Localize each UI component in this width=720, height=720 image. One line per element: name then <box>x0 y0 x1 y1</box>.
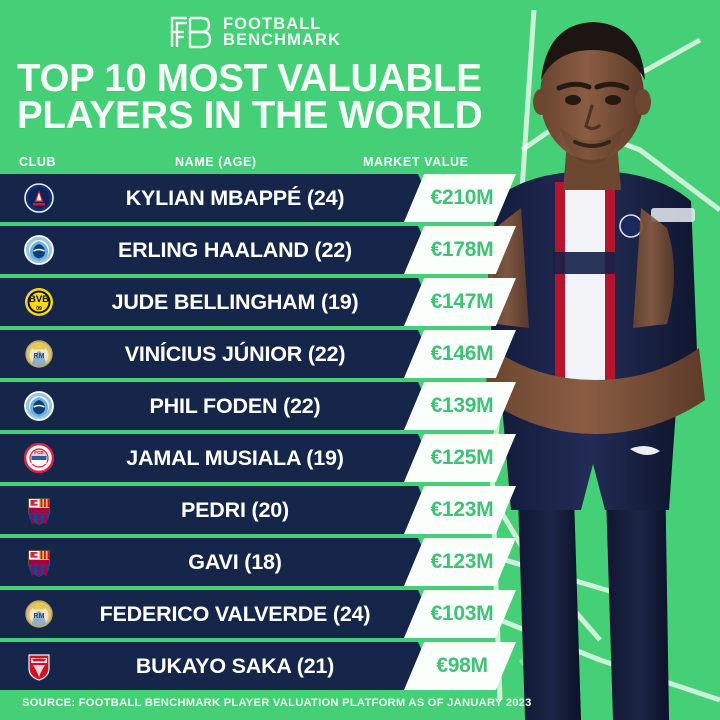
row-background <box>0 330 418 378</box>
market-value-panel: €210M <box>404 174 516 222</box>
market-value-panel: €125M <box>404 434 516 482</box>
row-background <box>0 486 418 534</box>
column-header-value: MARKET VALUE <box>363 155 469 169</box>
table-row[interactable]: FEDERICO VALVERDE (24) €103M <box>0 590 516 638</box>
table-row[interactable]: ERLING HAALAND (22) €178M <box>0 226 516 274</box>
brand-logo: FOOTBALL BENCHMARK <box>168 14 341 50</box>
market-value-panel: €123M <box>404 486 516 534</box>
player-name: GAVI (18) <box>188 549 282 574</box>
column-header-name: NAME (AGE) <box>175 155 257 169</box>
market-value: €123M <box>430 498 494 521</box>
market-value: €210M <box>430 186 494 209</box>
table-row[interactable]: PHIL FODEN (22) €139M <box>0 382 516 430</box>
fb-monogram-icon <box>170 16 212 49</box>
row-background <box>0 538 418 586</box>
table-row[interactable]: BUKAYO SAKA (21) €98M <box>0 642 516 690</box>
market-value-panel: €178M <box>404 226 516 274</box>
row-background <box>0 642 418 690</box>
man-city-crest-icon <box>24 391 54 421</box>
brand-line-2: BENCHMARK <box>223 31 342 49</box>
player-name: FEDERICO VALVERDE (24) <box>99 601 371 626</box>
row-background <box>0 174 418 222</box>
market-value-panel: €147M <box>404 278 516 326</box>
table-row[interactable]: VINÍCIUS JÚNIOR (22) €146M <box>0 330 516 378</box>
market-value: €178M <box>430 238 494 261</box>
real-madrid-crest-icon <box>24 339 54 369</box>
table-row[interactable]: GAVI (18) €123M <box>0 538 516 586</box>
table-row[interactable]: JUDE BELLINGHAM (19) €147M <box>0 278 516 326</box>
psg-crest-icon <box>24 183 54 213</box>
real-madrid-crest-icon <box>24 599 54 629</box>
player-name: BUKAYO SAKA (21) <box>135 653 335 678</box>
brand-line-1: FOOTBALL <box>223 14 322 33</box>
player-name: PHIL FODEN (22) <box>149 393 321 418</box>
player-name: KYLIAN MBAPPÉ (24) <box>125 185 345 210</box>
market-value: €103M <box>430 602 494 625</box>
player-ranking-table: KYLIAN MBAPPÉ (24) €210M ERLING HAALAND (2… <box>0 174 516 694</box>
market-value: €98M <box>436 654 488 677</box>
market-value-panel: €103M <box>404 590 516 638</box>
player-name: VINÍCIUS JÚNIOR (22) <box>124 341 346 366</box>
source-note: SOURCE: FOOTBALL BENCHMARK PLAYER VALUAT… <box>22 697 532 709</box>
player-name: ERLING HAALAND (22) <box>118 237 352 262</box>
market-value-panel: €98M <box>404 642 516 690</box>
market-value: €147M <box>430 290 494 313</box>
row-background <box>0 434 418 482</box>
market-value: €139M <box>430 394 494 417</box>
player-name: JAMAL MUSIALA (19) <box>126 445 344 470</box>
page-title: TOP 10 MOST VALUABLE PLAYERS IN THE WORL… <box>17 57 483 138</box>
player-name: PEDRI (20) <box>181 497 289 522</box>
player-name: JUDE BELLINGHAM (19) <box>111 289 359 314</box>
market-value-panel: €146M <box>404 330 516 378</box>
market-value: €123M <box>430 550 494 573</box>
barcelona-crest-icon <box>24 547 54 577</box>
player-photo <box>455 0 720 720</box>
table-header: CLUB NAME (AGE) MARKET VALUE <box>0 155 500 173</box>
bayern-munich-crest-icon <box>24 443 54 473</box>
table-row[interactable]: PEDRI (20) €123M <box>0 486 516 534</box>
table-row[interactable]: KYLIAN MBAPPÉ (24) €210M <box>0 174 516 222</box>
barcelona-crest-icon <box>24 495 54 525</box>
row-background <box>0 382 418 430</box>
market-value: €125M <box>430 446 494 469</box>
row-background <box>0 590 418 638</box>
market-value-panel: €123M <box>404 538 516 586</box>
column-header-club: CLUB <box>19 155 57 169</box>
market-value: €146M <box>430 342 494 365</box>
market-value-panel: €139M <box>404 382 516 430</box>
arsenal-crest-icon <box>24 651 54 681</box>
row-background <box>0 278 418 326</box>
row-background <box>0 226 418 274</box>
table-row[interactable]: JAMAL MUSIALA (19) €125M <box>0 434 516 482</box>
man-city-crest-icon <box>24 235 54 265</box>
borussia-dortmund-crest-icon <box>24 287 54 317</box>
